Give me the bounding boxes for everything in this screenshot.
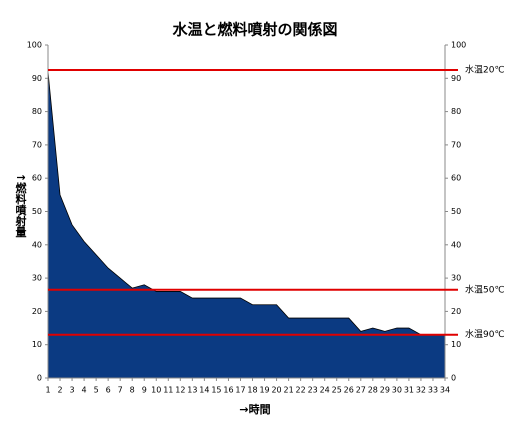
- y-tick-label: 90: [32, 74, 42, 83]
- y2-tick-label: 80: [451, 107, 461, 116]
- x-tick-label: 14: [199, 386, 209, 395]
- y2-tick-label: 60: [451, 174, 461, 183]
- y-tick-label: 80: [32, 107, 42, 116]
- y-axis-title: ↑燃料噴射量: [14, 173, 28, 237]
- x-axis-title: →時間: [239, 402, 270, 416]
- x-tick-label: 28: [368, 386, 378, 395]
- y2-tick-label: 0: [451, 374, 456, 383]
- y2-tick-label: 40: [451, 240, 461, 249]
- x-tick-label: 19: [259, 386, 269, 395]
- x-tick-label: 25: [332, 386, 342, 395]
- x-tick-label: 3: [70, 386, 75, 395]
- x-tick-label: 20: [271, 386, 281, 395]
- y-tick-label: 60: [32, 174, 42, 183]
- x-tick-label: 2: [57, 386, 62, 395]
- y-tick-label: 50: [32, 207, 42, 216]
- x-tick-label: 11: [163, 386, 173, 395]
- x-tick-label: 27: [356, 386, 366, 395]
- x-tick-label: 4: [82, 386, 87, 395]
- y-tick-label: 30: [32, 274, 42, 283]
- x-tick-label: 12: [175, 386, 185, 395]
- x-tick-label: 34: [440, 386, 450, 395]
- y2-tick-label: 100: [451, 41, 466, 50]
- y2-tick-label: 30: [451, 274, 461, 283]
- x-tick-label: 29: [380, 386, 390, 395]
- x-tick-label: 18: [247, 386, 257, 395]
- x-tick-label: 23: [308, 386, 318, 395]
- y-tick-label: 20: [32, 307, 42, 316]
- y2-tick-label: 50: [451, 207, 461, 216]
- x-tick-label: 9: [142, 386, 147, 395]
- reference-label: 水温90℃: [465, 328, 505, 340]
- x-tick-label: 7: [118, 386, 123, 395]
- y-tick-label: 10: [32, 340, 42, 349]
- x-tick-label: 24: [320, 386, 330, 395]
- y2-tick-label: 90: [451, 74, 461, 83]
- x-tick-label: 1: [45, 386, 50, 395]
- y-tick-label: 70: [32, 140, 42, 149]
- x-tick-label: 32: [416, 386, 426, 395]
- x-tick-label: 31: [404, 386, 414, 395]
- x-tick-label: 8: [130, 386, 135, 395]
- x-tick-label: 10: [151, 386, 161, 395]
- x-tick-label: 26: [344, 386, 354, 395]
- x-tick-label: 21: [284, 386, 294, 395]
- x-tick-label: 6: [106, 386, 111, 395]
- y2-tick-label: 10: [451, 340, 461, 349]
- reference-label: 水温20℃: [465, 63, 505, 75]
- y-tick-label: 100: [27, 41, 42, 50]
- x-tick-label: 17: [235, 386, 245, 395]
- x-tick-label: 13: [187, 386, 197, 395]
- y-tick-label: 0: [37, 374, 42, 383]
- x-tick-label: 33: [428, 386, 438, 395]
- x-tick-label: 22: [296, 386, 306, 395]
- area: [47, 71, 446, 379]
- x-tick-label: 16: [223, 386, 233, 395]
- y-tick-label: 40: [32, 240, 42, 249]
- x-tick-label: 30: [392, 386, 402, 395]
- x-tick-label: 5: [94, 386, 99, 395]
- y2-tick-label: 20: [451, 307, 461, 316]
- chart-title: 水温と燃料噴射の関係図: [172, 21, 337, 39]
- reference-label: 水温50℃: [465, 283, 505, 295]
- y2-tick-label: 70: [451, 140, 461, 149]
- x-tick-label: 15: [211, 386, 221, 395]
